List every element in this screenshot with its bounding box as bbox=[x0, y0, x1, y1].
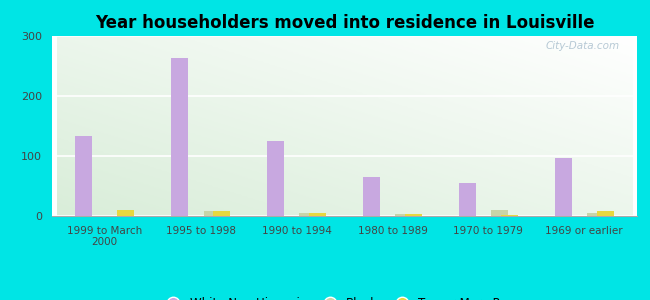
Title: Year householders moved into residence in Louisville: Year householders moved into residence i… bbox=[95, 14, 594, 32]
Bar bbox=[597, 211, 614, 216]
Bar bbox=[171, 58, 188, 216]
Bar bbox=[213, 211, 230, 216]
Bar bbox=[459, 183, 476, 216]
Bar bbox=[587, 213, 605, 216]
Bar bbox=[75, 136, 92, 216]
Bar bbox=[491, 210, 508, 216]
Bar bbox=[405, 214, 422, 216]
Bar bbox=[309, 213, 326, 216]
Bar bbox=[363, 177, 380, 216]
Bar bbox=[554, 158, 572, 216]
Bar bbox=[300, 213, 317, 216]
Bar bbox=[395, 214, 413, 216]
Text: City-Data.com: City-Data.com bbox=[545, 41, 619, 51]
Bar bbox=[266, 141, 284, 216]
Bar bbox=[203, 211, 221, 216]
Legend: White Non-Hispanic, Black, Two or More Races: White Non-Hispanic, Black, Two or More R… bbox=[157, 292, 532, 300]
Bar bbox=[500, 215, 518, 216]
Bar bbox=[117, 210, 135, 216]
